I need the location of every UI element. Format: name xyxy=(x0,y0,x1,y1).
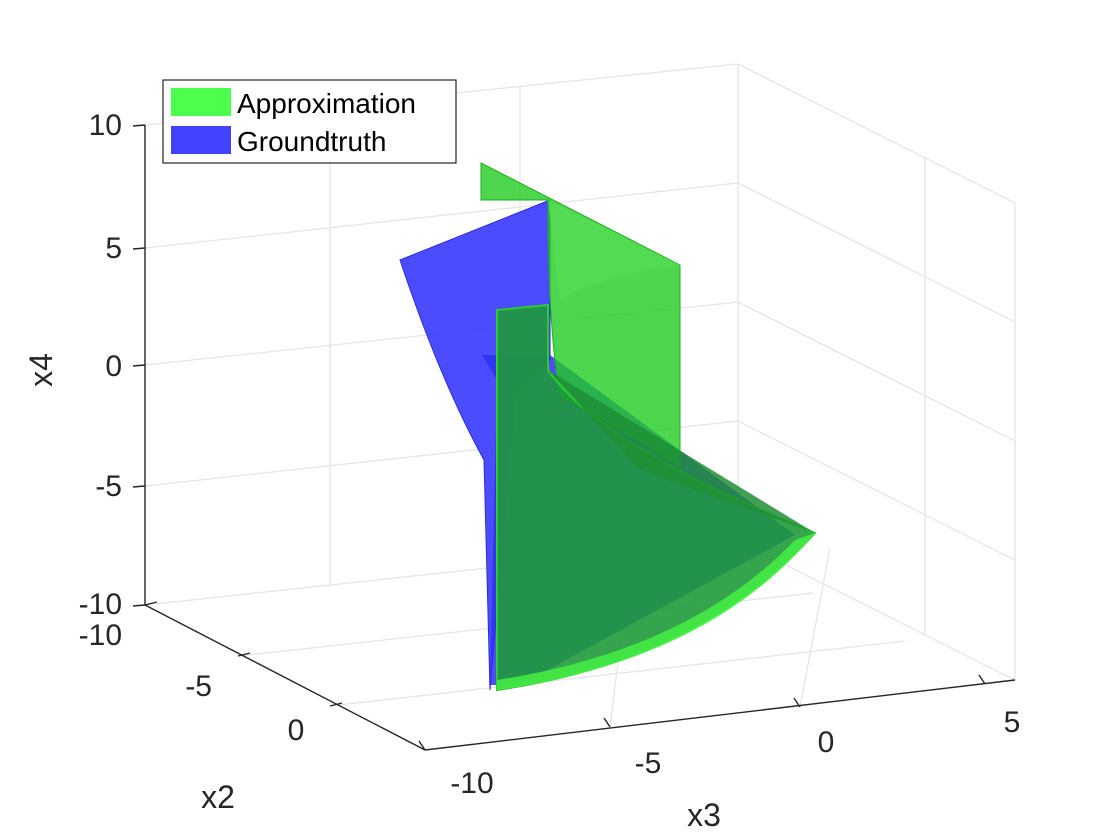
series-approximation xyxy=(480,162,817,692)
legend-label-groundtruth: Groundtruth xyxy=(237,126,386,157)
legend: Approximation Groundtruth xyxy=(162,79,457,164)
z-tick-labels: 10 5 0 -5 -10 xyxy=(79,109,122,621)
x-tick-label: 5 xyxy=(1004,706,1021,739)
z-tick-label: 5 xyxy=(105,232,122,265)
x-tick-label: 0 xyxy=(818,726,835,759)
legend-swatch-groundtruth xyxy=(171,126,231,154)
x-axis-title: x3 xyxy=(687,797,721,833)
z-tick-label: -10 xyxy=(79,588,122,621)
y-tick-label: -10 xyxy=(79,619,122,652)
approximation-surface-top-wedge xyxy=(548,200,680,300)
tick-marks xyxy=(132,124,986,751)
z-axis-title: x4 xyxy=(23,353,59,387)
y-axis-line xyxy=(144,604,426,751)
y-axis-title: x2 xyxy=(201,779,235,815)
z-tick-label: 0 xyxy=(105,350,122,383)
y-tick-label: -5 xyxy=(185,670,212,703)
z-tick-label: -5 xyxy=(95,470,122,503)
y-tick-labels: -10 -5 0 xyxy=(79,619,305,747)
approximation-surface-wing xyxy=(548,370,815,533)
x-tick-labels: -10 -5 0 5 xyxy=(450,706,1020,800)
legend-swatch-approximation xyxy=(171,88,231,116)
x-tick-label: -5 xyxy=(635,747,662,780)
z-tick-label: 10 xyxy=(89,109,122,142)
legend-label-approximation: Approximation xyxy=(237,88,416,119)
y-tick-label: 0 xyxy=(288,714,305,747)
x-axis-line xyxy=(424,679,1016,751)
x-tick-label: -10 xyxy=(450,767,493,800)
